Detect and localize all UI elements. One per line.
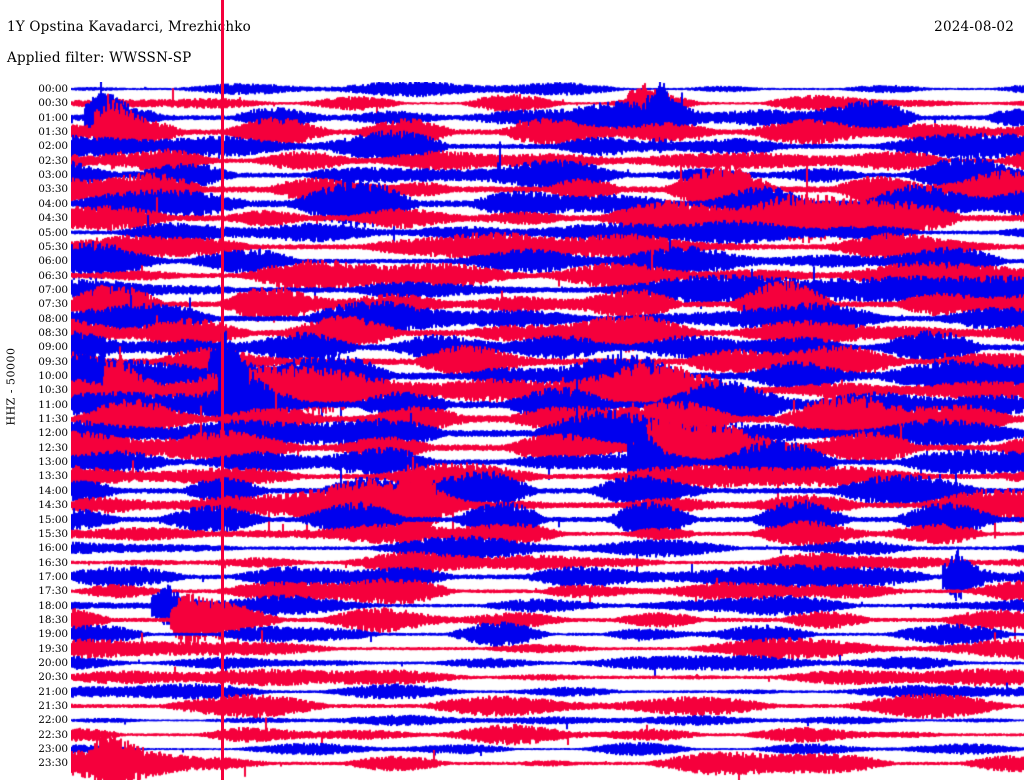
- helicorder-plot: 00:00 00:30 01:00 01:30 02:00 02:30 03:00 03:30…: [0, 82, 1024, 780]
- time-axis-label: 11:00: [38, 398, 68, 411]
- trace-area: [71, 82, 1024, 780]
- time-axis-label: 16:00: [38, 542, 68, 555]
- time-axis-label: 21:00: [38, 685, 68, 698]
- page-title: 1Y Opstina Kavadarci, Mrezhichko: [7, 19, 251, 35]
- time-axis-label: 04:30: [38, 212, 68, 225]
- time-axis-label: 15:00: [38, 513, 68, 526]
- time-axis-label: 18:30: [38, 613, 68, 626]
- time-axis-label: 06:30: [38, 269, 68, 282]
- date-label: 2024-08-02: [934, 19, 1014, 35]
- time-axis-label: 23:30: [38, 757, 68, 770]
- time-axis-label: 19:30: [38, 642, 68, 655]
- seismogram-traces: [71, 82, 1024, 780]
- time-axis-label: 19:00: [38, 628, 68, 641]
- time-axis-label: 00:00: [38, 83, 68, 95]
- time-axis-label: 02:30: [38, 154, 68, 167]
- time-axis-label: 05:00: [38, 226, 68, 239]
- time-axis-label: 10:00: [38, 370, 68, 382]
- time-axis-label: 20:00: [38, 657, 68, 669]
- time-axis-label: 05:30: [38, 240, 68, 253]
- time-axis-label: 17:30: [38, 585, 68, 598]
- time-axis-label: 10:30: [38, 384, 68, 397]
- time-axis-label: 20:30: [38, 671, 68, 684]
- time-axis-label: 22:30: [38, 728, 68, 741]
- time-axis-label: 04:00: [38, 197, 68, 210]
- time-axis-label: 07:00: [38, 283, 68, 296]
- time-axis-label: 09:00: [38, 341, 68, 354]
- time-axis-label: 23:00: [38, 743, 68, 756]
- time-axis: 00:00 00:30 01:00 01:30 02:00 02:30 03:00 03:30…: [0, 82, 68, 780]
- time-axis-label: 17:00: [38, 570, 68, 583]
- time-axis-label: 08:30: [38, 326, 68, 339]
- time-axis-label: 18:00: [38, 599, 68, 612]
- time-axis-label: 03:00: [38, 169, 68, 182]
- time-axis-label: 07:30: [38, 298, 68, 311]
- time-axis-label: 06:00: [38, 255, 68, 268]
- time-axis-label: 12:00: [38, 427, 68, 440]
- time-axis-label: 12:30: [38, 441, 68, 454]
- time-axis-label: 21:30: [38, 700, 68, 713]
- time-axis-label: 11:30: [38, 413, 68, 426]
- time-axis-label: 01:00: [38, 111, 68, 124]
- filter-label: Applied filter: WWSSN-SP: [7, 50, 192, 66]
- current-time-marker: [221, 0, 224, 780]
- time-axis-label: 00:30: [38, 97, 68, 110]
- time-axis-label: 08:00: [38, 312, 68, 325]
- time-axis-label: 14:30: [38, 499, 68, 512]
- time-axis-label: 13:00: [38, 456, 68, 469]
- time-axis-label: 22:00: [38, 714, 68, 727]
- time-axis-label: 01:30: [38, 126, 68, 139]
- time-axis-label: 14:00: [38, 484, 68, 497]
- time-axis-label: 16:30: [38, 556, 68, 569]
- time-axis-label: 13:30: [38, 470, 68, 483]
- time-axis-label: 02:00: [38, 140, 68, 153]
- time-axis-label: 09:30: [38, 355, 68, 368]
- time-axis-label: 03:30: [38, 183, 68, 196]
- time-axis-label: 15:30: [38, 527, 68, 540]
